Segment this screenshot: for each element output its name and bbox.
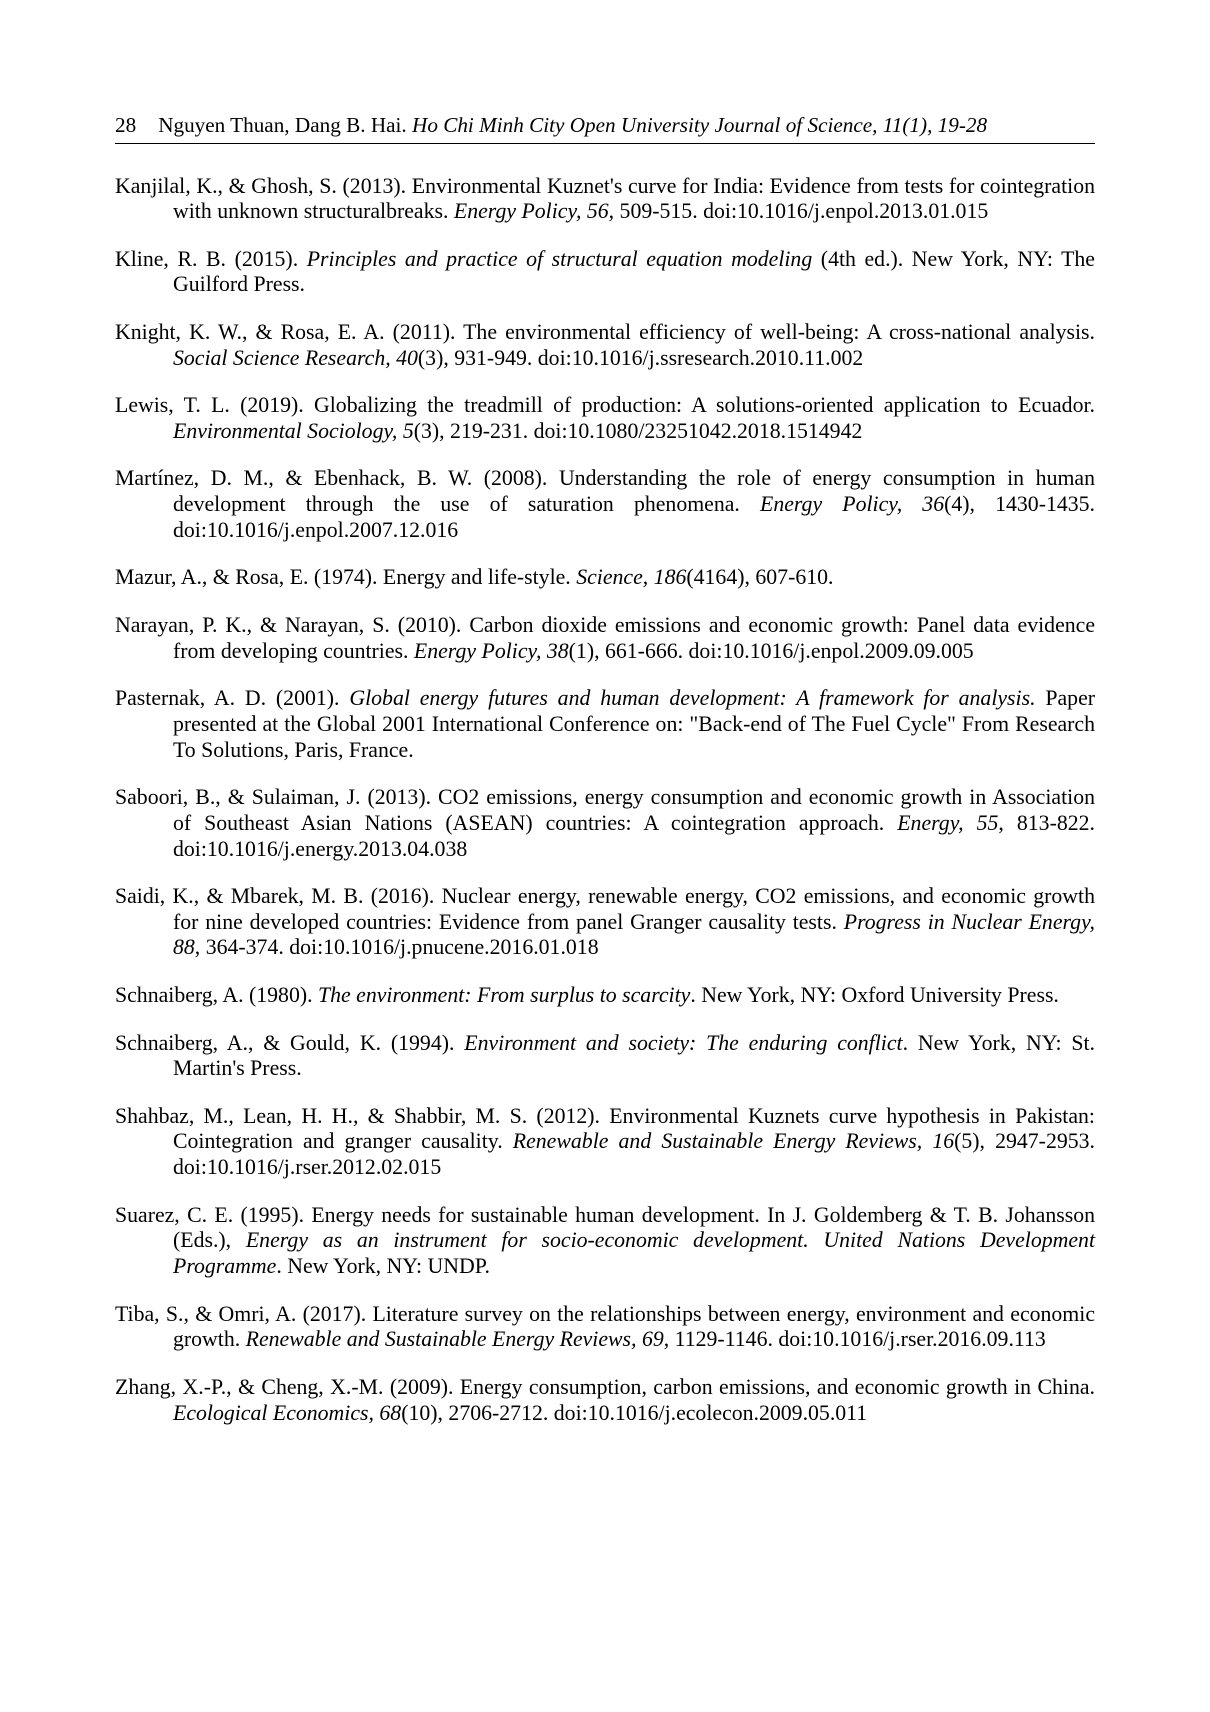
reference-item: Lewis, T. L. (2019). Globalizing the tre… [115, 393, 1095, 444]
running-header: 28 Nguyen Thuan, Dang B. Hai. Ho Chi Min… [115, 112, 1095, 144]
ref-ital: Social Science Research, 40 [173, 346, 418, 370]
ref-post: , 509-515. doi:10.1016/j.enpol.2013.01.0… [609, 199, 989, 223]
header-journal: Ho Chi Minh City Open University Journal… [412, 113, 902, 137]
reference-item: Martínez, D. M., & Ebenhack, B. W. (2008… [115, 466, 1095, 543]
ref-post: , 364-374. doi:10.1016/j.pnucene.2016.01… [195, 935, 599, 959]
ref-post: (3), 931-949. doi:10.1016/j.ssresearch.2… [418, 346, 863, 370]
reference-item: Saboori, B., & Sulaiman, J. (2013). CO2 … [115, 785, 1095, 862]
ref-ital: The environment: From surplus to scarcit… [318, 983, 690, 1007]
reference-item: Kanjilal, K., & Ghosh, S. (2013). Enviro… [115, 174, 1095, 225]
ref-post: (1), 661-666. doi:10.1016/j.enpol.2009.0… [569, 639, 974, 663]
reference-item: Zhang, X.-P., & Cheng, X.-M. (2009). Ene… [115, 1375, 1095, 1426]
ref-ital: Energy, 55 [897, 811, 998, 835]
ref-post: (10), 2706-2712. doi:10.1016/j.ecolecon.… [401, 1401, 867, 1425]
header-authors: Nguyen Thuan, Dang B. Hai. [158, 113, 407, 137]
reference-item: Mazur, A., & Rosa, E. (1974). Energy and… [115, 565, 1095, 591]
ref-pre: Lewis, T. L. (2019). Globalizing the tre… [115, 393, 1095, 417]
ref-pre: Mazur, A., & Rosa, E. (1974). Energy and… [115, 565, 576, 589]
reference-item: Tiba, S., & Omri, A. (2017). Literature … [115, 1302, 1095, 1353]
ref-pre: Knight, K. W., & Rosa, E. A. (2011). The… [115, 320, 1095, 344]
reference-item: Pasternak, A. D. (2001). Global energy f… [115, 686, 1095, 763]
ref-pre: Schnaiberg, A. (1980). [115, 983, 318, 1007]
reference-item: Narayan, P. K., & Narayan, S. (2010). Ca… [115, 613, 1095, 664]
ref-ital: Renewable and Sustainable Energy Reviews… [246, 1327, 664, 1351]
reference-item: Saidi, K., & Mbarek, M. B. (2016). Nucle… [115, 884, 1095, 961]
ref-post: (4164), 607-610. [686, 565, 833, 589]
reference-item: Knight, K. W., & Rosa, E. A. (2011). The… [115, 320, 1095, 371]
ref-pre: Pasternak, A. D. (2001). [115, 686, 349, 710]
ref-pre: Schnaiberg, A., & Gould, K. (1994). [115, 1031, 464, 1055]
page: 28 Nguyen Thuan, Dang B. Hai. Ho Chi Min… [0, 0, 1210, 1712]
ref-ital: Ecological Economics, 68 [173, 1401, 401, 1425]
page-number: 28 [115, 112, 136, 139]
ref-post: . New York, NY: Oxford University Press. [690, 983, 1059, 1007]
reference-item: Schnaiberg, A., & Gould, K. (1994). Envi… [115, 1031, 1095, 1082]
ref-post: (3), 219-231. doi:10.1080/23251042.2018.… [414, 419, 863, 443]
ref-pre: Kline, R. B. (2015). [115, 247, 307, 271]
ref-ital: Science, 186 [576, 565, 686, 589]
ref-ital: Energy Policy, 36 [760, 492, 944, 516]
ref-ital: Energy Policy, 56 [454, 199, 609, 223]
ref-ital: Principles and practice of structural eq… [307, 247, 813, 271]
reference-list: Kanjilal, K., & Ghosh, S. (2013). Enviro… [115, 174, 1095, 1427]
ref-ital: Environmental Sociology, 5 [173, 419, 414, 443]
ref-ital: Environment and society: The enduring co… [464, 1031, 902, 1055]
ref-ital: Energy Policy, 38 [414, 639, 569, 663]
reference-item: Kline, R. B. (2015). Principles and prac… [115, 247, 1095, 298]
ref-post: . New York, NY: UNDP. [276, 1254, 490, 1278]
header-citation: Nguyen Thuan, Dang B. Hai. Ho Chi Minh C… [158, 112, 987, 139]
reference-item: Shahbaz, M., Lean, H. H., & Shabbir, M. … [115, 1104, 1095, 1181]
reference-item: Schnaiberg, A. (1980). The environment: … [115, 983, 1095, 1009]
ref-post: , 1129-1146. doi:10.1016/j.rser.2016.09.… [664, 1327, 1046, 1351]
ref-pre: Zhang, X.-P., & Cheng, X.-M. (2009). Ene… [115, 1375, 1095, 1399]
reference-item: Suarez, C. E. (1995). Energy needs for s… [115, 1203, 1095, 1280]
ref-ital: Global energy futures and human developm… [349, 686, 1035, 710]
ref-ital: Renewable and Sustainable Energy Reviews… [513, 1129, 954, 1153]
header-issue-pages: (1), 19-28 [902, 113, 987, 137]
